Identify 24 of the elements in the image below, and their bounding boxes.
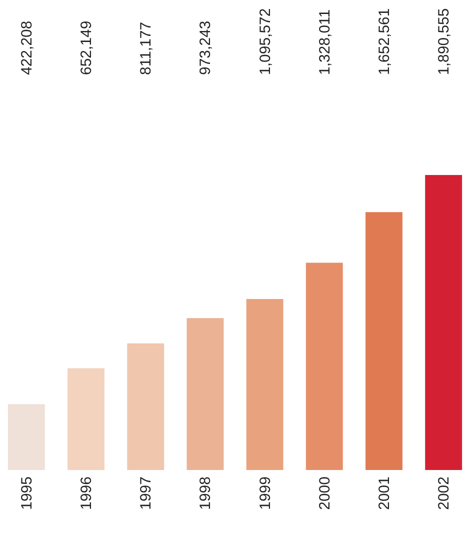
data-label: 1,328,011 xyxy=(316,9,334,75)
bar xyxy=(127,343,164,470)
bar xyxy=(306,262,343,470)
x-tick-label: 1999 xyxy=(256,476,274,510)
x-tick-label: 2001 xyxy=(376,476,393,510)
bar xyxy=(8,404,45,470)
bar xyxy=(425,175,462,470)
x-tick-label: 2000 xyxy=(316,476,334,510)
x-tick-label: 2002 xyxy=(436,476,453,510)
x-tick-label: 1995 xyxy=(18,476,36,510)
x-tick-label: 1996 xyxy=(78,476,96,510)
x-tick-label: 1998 xyxy=(197,476,214,510)
bar xyxy=(186,318,224,470)
x-tick-label: 1997 xyxy=(138,476,155,510)
bar xyxy=(366,212,402,470)
data-label: 1,652,561 xyxy=(376,8,393,75)
data-label: 422,208 xyxy=(18,20,36,75)
bar xyxy=(246,299,284,470)
data-label: 811,177 xyxy=(138,22,155,75)
data-label: 1,890,555 xyxy=(436,8,453,75)
bar xyxy=(68,368,104,470)
data-label: 973,243 xyxy=(197,20,214,75)
data-label: 1,095,572 xyxy=(256,8,274,75)
data-label: 652,149 xyxy=(78,20,96,75)
